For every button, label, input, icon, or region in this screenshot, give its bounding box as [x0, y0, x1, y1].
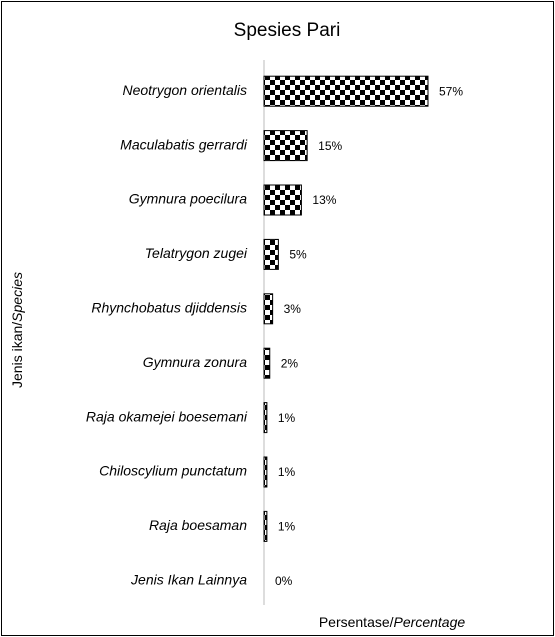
bar	[263, 456, 268, 488]
data-label: 2%	[281, 356, 299, 370]
data-label: 3%	[284, 302, 302, 316]
y-tick-label: Maculabatis gerrardi	[120, 136, 248, 152]
data-label: 1%	[278, 465, 296, 479]
bar	[263, 402, 268, 434]
y-tick-label: Gymnura poecilura	[129, 191, 247, 207]
bar	[263, 238, 279, 270]
y-tick-label: Raja okamejei boesemani	[86, 408, 248, 424]
data-label: 1%	[278, 520, 296, 534]
y-tick-label: Telatrygon zugei	[145, 245, 248, 261]
y-tick-label: Raja boesaman	[149, 517, 247, 533]
y-tick-label: Chiloscylium punctatum	[99, 463, 247, 479]
data-label: 15%	[318, 139, 342, 153]
data-label: 0%	[275, 574, 293, 588]
bar	[263, 347, 271, 379]
x-axis-label-part: Persentase/	[319, 614, 394, 630]
bar	[263, 75, 429, 107]
y-tick-label: Rhynchobatus djiddensis	[91, 300, 247, 316]
x-axis-label-part: Percentage	[394, 614, 466, 630]
bar	[263, 510, 268, 542]
y-tick-label: Jenis Ikan Lainnya	[130, 572, 247, 588]
x-axis-label: Persentase/Percentage	[319, 614, 466, 630]
data-label: 13%	[312, 193, 336, 207]
data-label: 57%	[439, 84, 463, 98]
y-axis-label-part: Jenis ikan/	[9, 322, 25, 388]
data-label: 5%	[289, 248, 307, 262]
bar	[263, 293, 274, 325]
bar	[263, 184, 302, 216]
data-label: 1%	[278, 411, 296, 425]
chart-title: Spesies Pari	[234, 20, 341, 41]
y-tick-label: Gymnura zonura	[143, 354, 247, 370]
bar	[263, 130, 308, 162]
y-tick-label: Neotrygon orientalis	[122, 82, 247, 98]
y-axis-label: Jenis ikan/Species	[9, 272, 25, 388]
y-axis-label-part: Species	[9, 272, 25, 322]
